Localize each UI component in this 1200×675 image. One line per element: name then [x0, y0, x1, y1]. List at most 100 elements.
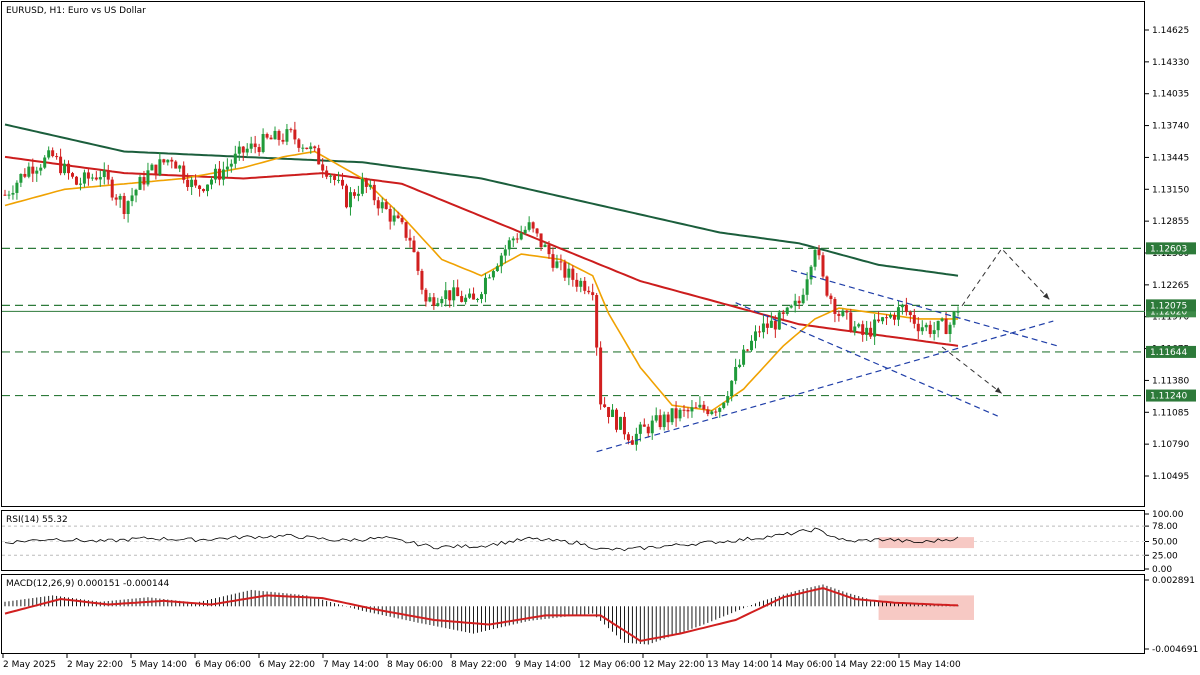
ma-slow-line — [4, 123, 959, 277]
macd-tick-label: -0.004691 — [1152, 645, 1198, 655]
candle-body — [710, 411, 714, 415]
candle-body — [47, 150, 51, 158]
candle-body — [658, 415, 662, 428]
candle-body — [618, 416, 622, 430]
candle-body — [841, 310, 845, 316]
current-price-label: 1.12020 — [1150, 307, 1187, 317]
candle-body — [559, 261, 563, 263]
macd-label: MACD(12,26,9) 0.000151 -0.000144 — [6, 579, 169, 589]
candle-body — [718, 408, 722, 412]
candle-body — [869, 327, 873, 337]
candle-body — [325, 170, 329, 177]
level-label-box — [1146, 299, 1196, 312]
price-tick-label: 1.14035 — [1152, 90, 1189, 100]
candle-body — [928, 324, 932, 334]
candle-body — [71, 173, 75, 177]
candle-body — [158, 159, 162, 175]
candle-body — [23, 173, 27, 177]
candle-body — [742, 349, 746, 365]
candle-body — [444, 290, 448, 299]
candle-body — [845, 310, 849, 313]
level-label: 1.12075 — [1150, 301, 1187, 311]
price-tick-label: 1.12265 — [1152, 281, 1189, 291]
candle-body — [317, 148, 321, 165]
candle-body — [74, 176, 78, 185]
candle-body — [269, 137, 273, 140]
candle-body — [809, 266, 813, 280]
candle-body — [575, 279, 579, 287]
candle-body — [750, 340, 754, 351]
candle-body — [464, 297, 468, 302]
candle-body — [507, 240, 511, 250]
candle-body — [781, 312, 785, 314]
candle-body — [591, 292, 595, 296]
macd-tick-label: 0.002891 — [1152, 576, 1195, 586]
candle-body — [178, 165, 182, 169]
time-tick-label: 14 May 06:00 — [771, 660, 833, 670]
candle-body — [428, 297, 432, 302]
candle-body — [920, 327, 924, 332]
candle-body — [666, 414, 670, 423]
time-tick-label: 14 May 22:00 — [835, 660, 897, 670]
candle-body — [229, 163, 233, 167]
macd-panel — [1, 574, 1145, 654]
candle-body — [166, 159, 170, 163]
candle-body — [257, 147, 261, 153]
candle-body — [877, 319, 881, 322]
candle-body — [408, 237, 412, 241]
candle-body — [436, 303, 440, 306]
candle-body — [321, 164, 325, 171]
candle-body — [206, 184, 210, 192]
rsi-tick-label: 0.00 — [1152, 565, 1172, 575]
candle-body — [277, 130, 281, 140]
candle-body — [900, 304, 904, 308]
candle-body — [396, 215, 400, 219]
candle-body — [916, 323, 920, 332]
candle-body — [690, 407, 694, 412]
candle-body — [761, 323, 765, 333]
time-tick-label: 8 May 06:00 — [387, 660, 443, 670]
candle-body — [78, 183, 82, 185]
candle-body — [642, 424, 646, 427]
candle-body — [182, 165, 186, 180]
time-tick-label: 9 May 14:00 — [515, 660, 571, 670]
price-tick-label: 1.13740 — [1152, 122, 1189, 132]
candle-body — [341, 179, 345, 186]
candle-body — [55, 156, 59, 158]
candle-body — [932, 330, 936, 334]
candle-body — [857, 324, 861, 327]
candle-body — [638, 424, 642, 434]
rsi-line — [4, 527, 959, 552]
candle-body — [511, 238, 515, 241]
candle-body — [297, 139, 301, 148]
price-tick-label: 1.14625 — [1152, 26, 1189, 36]
candle-body — [313, 146, 317, 149]
candle-body — [622, 416, 626, 435]
level-label-box — [1146, 242, 1196, 255]
candle-body — [305, 147, 309, 150]
candle-body — [503, 249, 507, 256]
candle-body — [626, 434, 630, 441]
candle-body — [253, 143, 257, 148]
candle-body — [448, 290, 452, 301]
candle-body — [702, 404, 706, 410]
candle-body — [833, 299, 837, 314]
candle-body — [249, 143, 253, 149]
candle-body — [186, 179, 190, 187]
candle-body — [535, 228, 539, 234]
candle-body — [599, 347, 603, 405]
price-tick-label: 1.10495 — [1152, 472, 1189, 482]
candle-body — [273, 130, 277, 140]
candle-body — [440, 298, 444, 304]
time-tick-label: 12 May 22:00 — [643, 660, 705, 670]
candle-body — [912, 315, 916, 324]
candle-body — [372, 184, 376, 201]
candle-body — [567, 268, 571, 278]
candle-body — [583, 280, 587, 291]
candle-body — [217, 168, 221, 180]
candle-body — [714, 411, 718, 413]
upper-channel-line — [791, 269, 1058, 347]
price-tick-label: 1.14330 — [1152, 58, 1189, 68]
candle-body — [595, 295, 599, 348]
